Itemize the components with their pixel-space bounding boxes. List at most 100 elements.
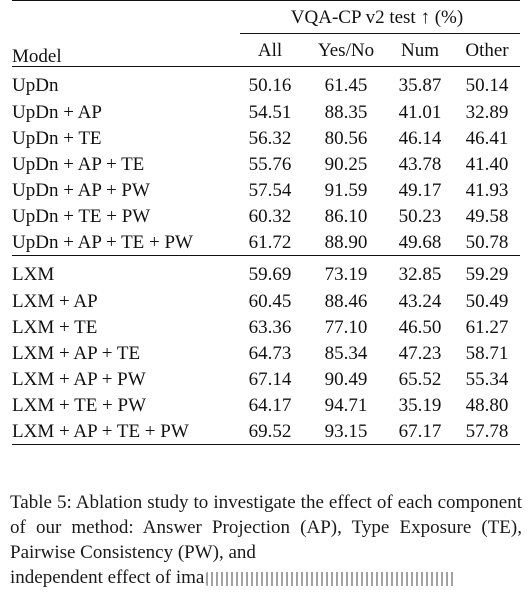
value-yesno: 90.49: [324, 368, 368, 390]
value-yesno: 94.71: [324, 394, 368, 416]
model-name: LXM + TE + PW: [12, 394, 147, 416]
value-num: 49.17: [398, 179, 442, 201]
column-header-yesno: Yes/No: [317, 39, 375, 61]
value-yesno: 93.15: [324, 420, 368, 442]
value-all: 59.69: [248, 263, 292, 285]
model-name: UpDn + TE + PW: [12, 205, 151, 227]
value-num: 46.50: [398, 316, 442, 338]
model-name: LXM + AP + TE: [12, 342, 141, 364]
table-row-best: LXM + AP + TE + PW 69.52 93.15 67.17 57.…: [12, 418, 520, 445]
model-name: LXM: [12, 263, 55, 285]
model-name: LXM + AP: [12, 290, 98, 312]
value-all: 64.17: [248, 394, 292, 416]
model-name: UpDn: [12, 74, 59, 96]
value-all: 60.45: [248, 290, 292, 312]
value-other: 50.78: [465, 231, 509, 253]
ablation-table-container: Model VQA-CP v2 test ↑ (%) All Yes/No Nu…: [12, 0, 520, 445]
value-all: 69.52: [248, 420, 292, 442]
caption-last-line-text: independent effect of ima: [10, 567, 205, 588]
value-num: 41.01: [398, 101, 442, 123]
value-num: 35.87: [398, 74, 442, 96]
table-caption-truncated-line: independent effect of ima: [10, 565, 522, 590]
column-header-all: All: [257, 39, 283, 61]
updn-section: UpDn 50.16 61.45 35.87 50.14 UpDn + AP 5…: [12, 66, 520, 256]
lxm-section: LXM 59.69 73.19 32.85 59.29 LXM + AP 60.…: [12, 255, 520, 445]
table-row: UpDn 50.16 61.45 35.87 50.14: [12, 66, 520, 100]
value-other: 46.41: [465, 127, 509, 149]
group-header: VQA-CP v2 test ↑ (%): [234, 1, 520, 34]
table-row: LXM + TE + PW 64.17 94.71 35.19 48.80: [12, 392, 520, 418]
value-yesno: 88.35: [324, 101, 368, 123]
value-all: 64.73: [248, 342, 292, 364]
model-name: LXM + TE: [12, 316, 98, 338]
value-all: 63.36: [248, 316, 292, 338]
table-row: UpDn + AP + TE 55.76 90.25 43.78 41.40: [12, 151, 520, 177]
value-other: 55.34: [465, 368, 509, 390]
model-name: UpDn + AP + PW: [12, 179, 150, 201]
value-num: 46.14: [398, 127, 442, 149]
obscured-text-region: [206, 571, 457, 586]
value-yesno: 80.56: [324, 127, 368, 149]
value-other: 41.93: [465, 179, 509, 201]
value-num: 49.68: [398, 231, 442, 253]
value-num: 50.23: [398, 205, 442, 227]
table-caption: Table 5: Ablation study to investigate t…: [10, 492, 522, 563]
table-row: LXM + AP + TE 64.73 85.34 47.23 58.71: [12, 340, 520, 366]
model-name: LXM + AP + PW: [12, 368, 146, 390]
column-header-other: Other: [465, 39, 509, 61]
value-all: 67.14: [248, 368, 292, 390]
value-num: 43.24: [398, 290, 442, 312]
value-num: 65.52: [398, 368, 442, 390]
model-name: UpDn + AP + TE + PW: [12, 231, 193, 253]
table-row: UpDn + AP + TE + PW 61.72 88.90 49.68 50…: [12, 229, 520, 256]
table-row: UpDn + TE + PW 60.32 86.10 50.23 49.58: [12, 203, 520, 229]
value-other: 48.80: [465, 394, 509, 416]
group-header-label: VQA-CP v2 test ↑ (%): [290, 7, 464, 28]
value-yesno: 77.10: [324, 316, 368, 338]
model-name: UpDn + AP + TE: [12, 153, 145, 175]
model-name: LXM + AP + TE + PW: [12, 420, 189, 442]
value-yesno: 91.59: [324, 179, 368, 201]
column-header-num: Num: [401, 39, 439, 61]
model-name: UpDn + AP: [12, 101, 102, 123]
value-num: 47.23: [398, 342, 442, 364]
model-column-header: Model: [12, 46, 62, 67]
table-row: LXM 59.69 73.19 32.85 59.29: [12, 255, 520, 289]
table-row: UpDn + AP 54.51 88.35 41.01 32.89: [12, 99, 520, 125]
value-yesno: 61.45: [324, 74, 368, 96]
value-all: 56.32: [248, 127, 292, 149]
value-num: 43.78: [398, 153, 442, 175]
ablation-table: Model VQA-CP v2 test ↑ (%) All Yes/No Nu…: [12, 0, 520, 445]
value-other: 58.71: [465, 342, 509, 364]
value-other: 50.49: [465, 290, 509, 312]
value-other: 59.29: [465, 263, 509, 285]
value-all: 55.76: [248, 153, 292, 175]
value-num: 35.19: [398, 394, 442, 416]
value-num: 67.17: [398, 420, 442, 442]
table-row: LXM + TE 63.36 77.10 46.50 61.27: [12, 314, 520, 340]
value-all: 57.54: [248, 179, 292, 201]
value-yesno: 88.90: [324, 231, 368, 253]
value-other: 49.58: [465, 205, 509, 227]
value-num: 32.85: [398, 263, 442, 285]
value-other: 61.27: [465, 316, 509, 338]
value-all: 50.16: [248, 74, 292, 96]
value-other: 41.40: [465, 153, 509, 175]
value-all: 54.51: [248, 101, 292, 123]
table-row: LXM + AP 60.45 88.46 43.24 50.49: [12, 288, 520, 314]
value-yesno: 73.19: [324, 263, 368, 285]
model-name: UpDn + TE: [12, 127, 102, 149]
value-other: 32.89: [465, 101, 509, 123]
value-yesno: 90.25: [324, 153, 368, 175]
table-row: UpDn + AP + PW 57.54 91.59 49.17 41.93: [12, 177, 520, 203]
value-yesno: 88.46: [324, 290, 368, 312]
value-yesno: 85.34: [324, 342, 368, 364]
value-all: 61.72: [248, 231, 292, 253]
table-row: UpDn + TE 56.32 80.56 46.14 46.41: [12, 125, 520, 151]
value-other: 57.78: [465, 420, 509, 442]
value-all: 60.32: [248, 205, 292, 227]
table-row: LXM + AP + PW 67.14 90.49 65.52 55.34: [12, 366, 520, 392]
value-yesno: 86.10: [324, 205, 368, 227]
value-other: 50.14: [465, 74, 509, 96]
group-header-underline: [240, 33, 520, 34]
